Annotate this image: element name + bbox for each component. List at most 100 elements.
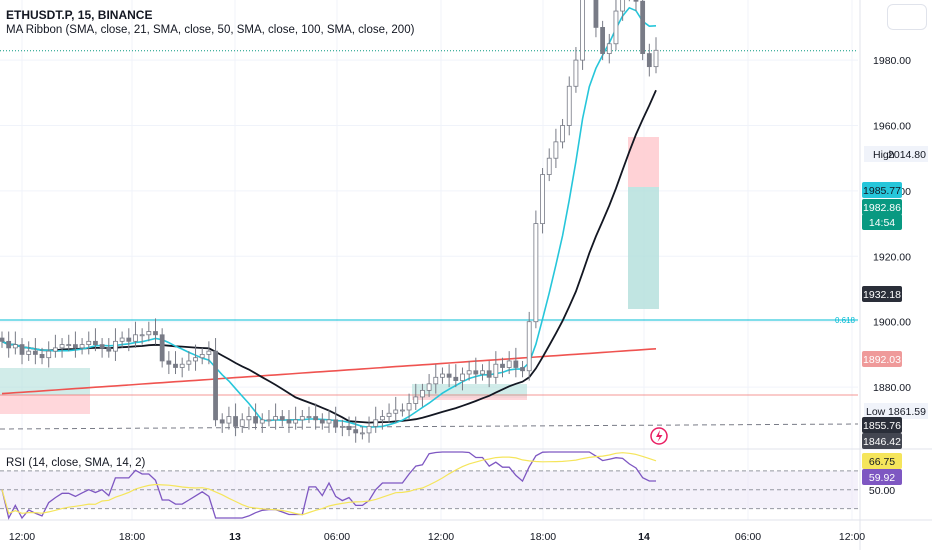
- candle: [273, 403, 279, 430]
- candle-body: [106, 347, 112, 352]
- candle-body: [126, 337, 132, 342]
- candle: [313, 403, 319, 430]
- left-loss-zone: [0, 395, 90, 414]
- candle-body: [326, 419, 332, 424]
- candle-body: [166, 360, 172, 365]
- candle-body: [73, 344, 78, 349]
- candle-body: [386, 412, 392, 417]
- candle: [480, 364, 485, 381]
- candle-body: [460, 373, 465, 381]
- candle-body: [313, 416, 319, 421]
- candle: [219, 413, 225, 433]
- rsi-ma-tag: 66.75: [862, 453, 902, 469]
- candle: [573, 47, 579, 93]
- candle: [613, 0, 619, 51]
- candle-body: [79, 344, 85, 349]
- time-tick-label: 12:00: [428, 531, 454, 543]
- rsi-pane[interactable]: [0, 451, 858, 520]
- price-tick-label: 1980.00: [873, 55, 911, 67]
- fib-0618-label: 0.618: [835, 316, 856, 325]
- candle: [66, 334, 72, 352]
- last-price-tag-text: 1982.86: [863, 202, 901, 214]
- candles[interactable]: [0, 0, 659, 443]
- candle: [566, 76, 572, 136]
- dashed-line-tag: 1855.76: [862, 417, 902, 433]
- candle-body: [0, 337, 5, 342]
- candle: [239, 413, 245, 433]
- candle-body: [139, 334, 145, 337]
- ma100-line: [1, 348, 657, 395]
- candle: [520, 360, 525, 378]
- rsi-value-tag: 59.92: [862, 469, 902, 485]
- candle: [259, 413, 265, 433]
- candle-body: [520, 367, 525, 372]
- lightning-icon[interactable]: [650, 427, 668, 445]
- candle: [440, 367, 445, 384]
- ma50-price-tag-text: 1932.18: [863, 289, 901, 301]
- candle-body: [186, 360, 192, 365]
- candle-body: [86, 340, 92, 345]
- candle: [640, 0, 646, 61]
- candle: [600, 20, 606, 61]
- candle: [119, 331, 125, 348]
- price-tick-label: 1960.00: [873, 121, 911, 133]
- candle-body: [26, 350, 32, 355]
- candle: [393, 396, 399, 424]
- candle-body: [286, 419, 292, 424]
- candle-body: [319, 419, 325, 424]
- candle: [426, 374, 432, 397]
- candle-body: [339, 425, 345, 428]
- rsi-legend[interactable]: RSI (14, close, SMA, 14, 2): [6, 457, 146, 469]
- candle: [420, 383, 425, 407]
- time-axis[interactable]: 12:00 18:00 13 06:00 12:00 18:00 14 06:00 12:00: [9, 531, 865, 543]
- bottom-price-tag-bg: [862, 433, 902, 449]
- candle: [279, 410, 285, 427]
- candle-body: [480, 370, 485, 375]
- candle: [106, 338, 112, 358]
- candle-body: [246, 416, 252, 421]
- candle-body: [446, 373, 452, 378]
- candle-body: [600, 27, 606, 54]
- candle: [0, 331, 5, 348]
- high-tag-value: 2014.80: [888, 149, 926, 161]
- candle: [12, 331, 18, 355]
- candle: [413, 383, 419, 410]
- candle-body: [52, 347, 58, 352]
- candle-body: [66, 344, 72, 347]
- candle-body: [606, 43, 612, 54]
- candle: [453, 364, 459, 388]
- candle: [19, 338, 25, 365]
- candle-body: [373, 419, 379, 427]
- candle: [39, 347, 45, 365]
- candle: [153, 318, 158, 345]
- chart-menu-button[interactable]: [887, 4, 927, 30]
- candle: [486, 360, 492, 388]
- candle: [326, 410, 332, 433]
- ma100-price-tag: 1892.03: [862, 351, 902, 367]
- candle: [126, 328, 132, 352]
- candle-body: [566, 85, 572, 126]
- candle-body: [573, 59, 579, 87]
- candle: [359, 426, 365, 440]
- candle: [306, 406, 312, 424]
- candle: [653, 37, 659, 74]
- candle-body: [333, 419, 339, 427]
- ma-ribbon-legend[interactable]: MA Ribbon (SMA, close, 21, SMA, close, 5…: [6, 24, 415, 36]
- candle-body: [239, 419, 245, 427]
- candle: [266, 410, 272, 427]
- candle-body: [233, 416, 238, 427]
- candle-body: [506, 360, 512, 368]
- candle: [553, 128, 559, 169]
- price-tick-label: 1920.00: [873, 251, 911, 263]
- rsi-tick-50: 50.00: [869, 485, 895, 497]
- time-tick-label: 18:00: [119, 531, 145, 543]
- candle-body: [413, 396, 419, 404]
- bottom-price-tag-text: 1846.42: [863, 436, 901, 448]
- candle-body: [540, 174, 545, 225]
- last-price-tag: 1982.86: [862, 199, 902, 215]
- candle-body: [213, 350, 218, 421]
- candle-body: [486, 370, 492, 378]
